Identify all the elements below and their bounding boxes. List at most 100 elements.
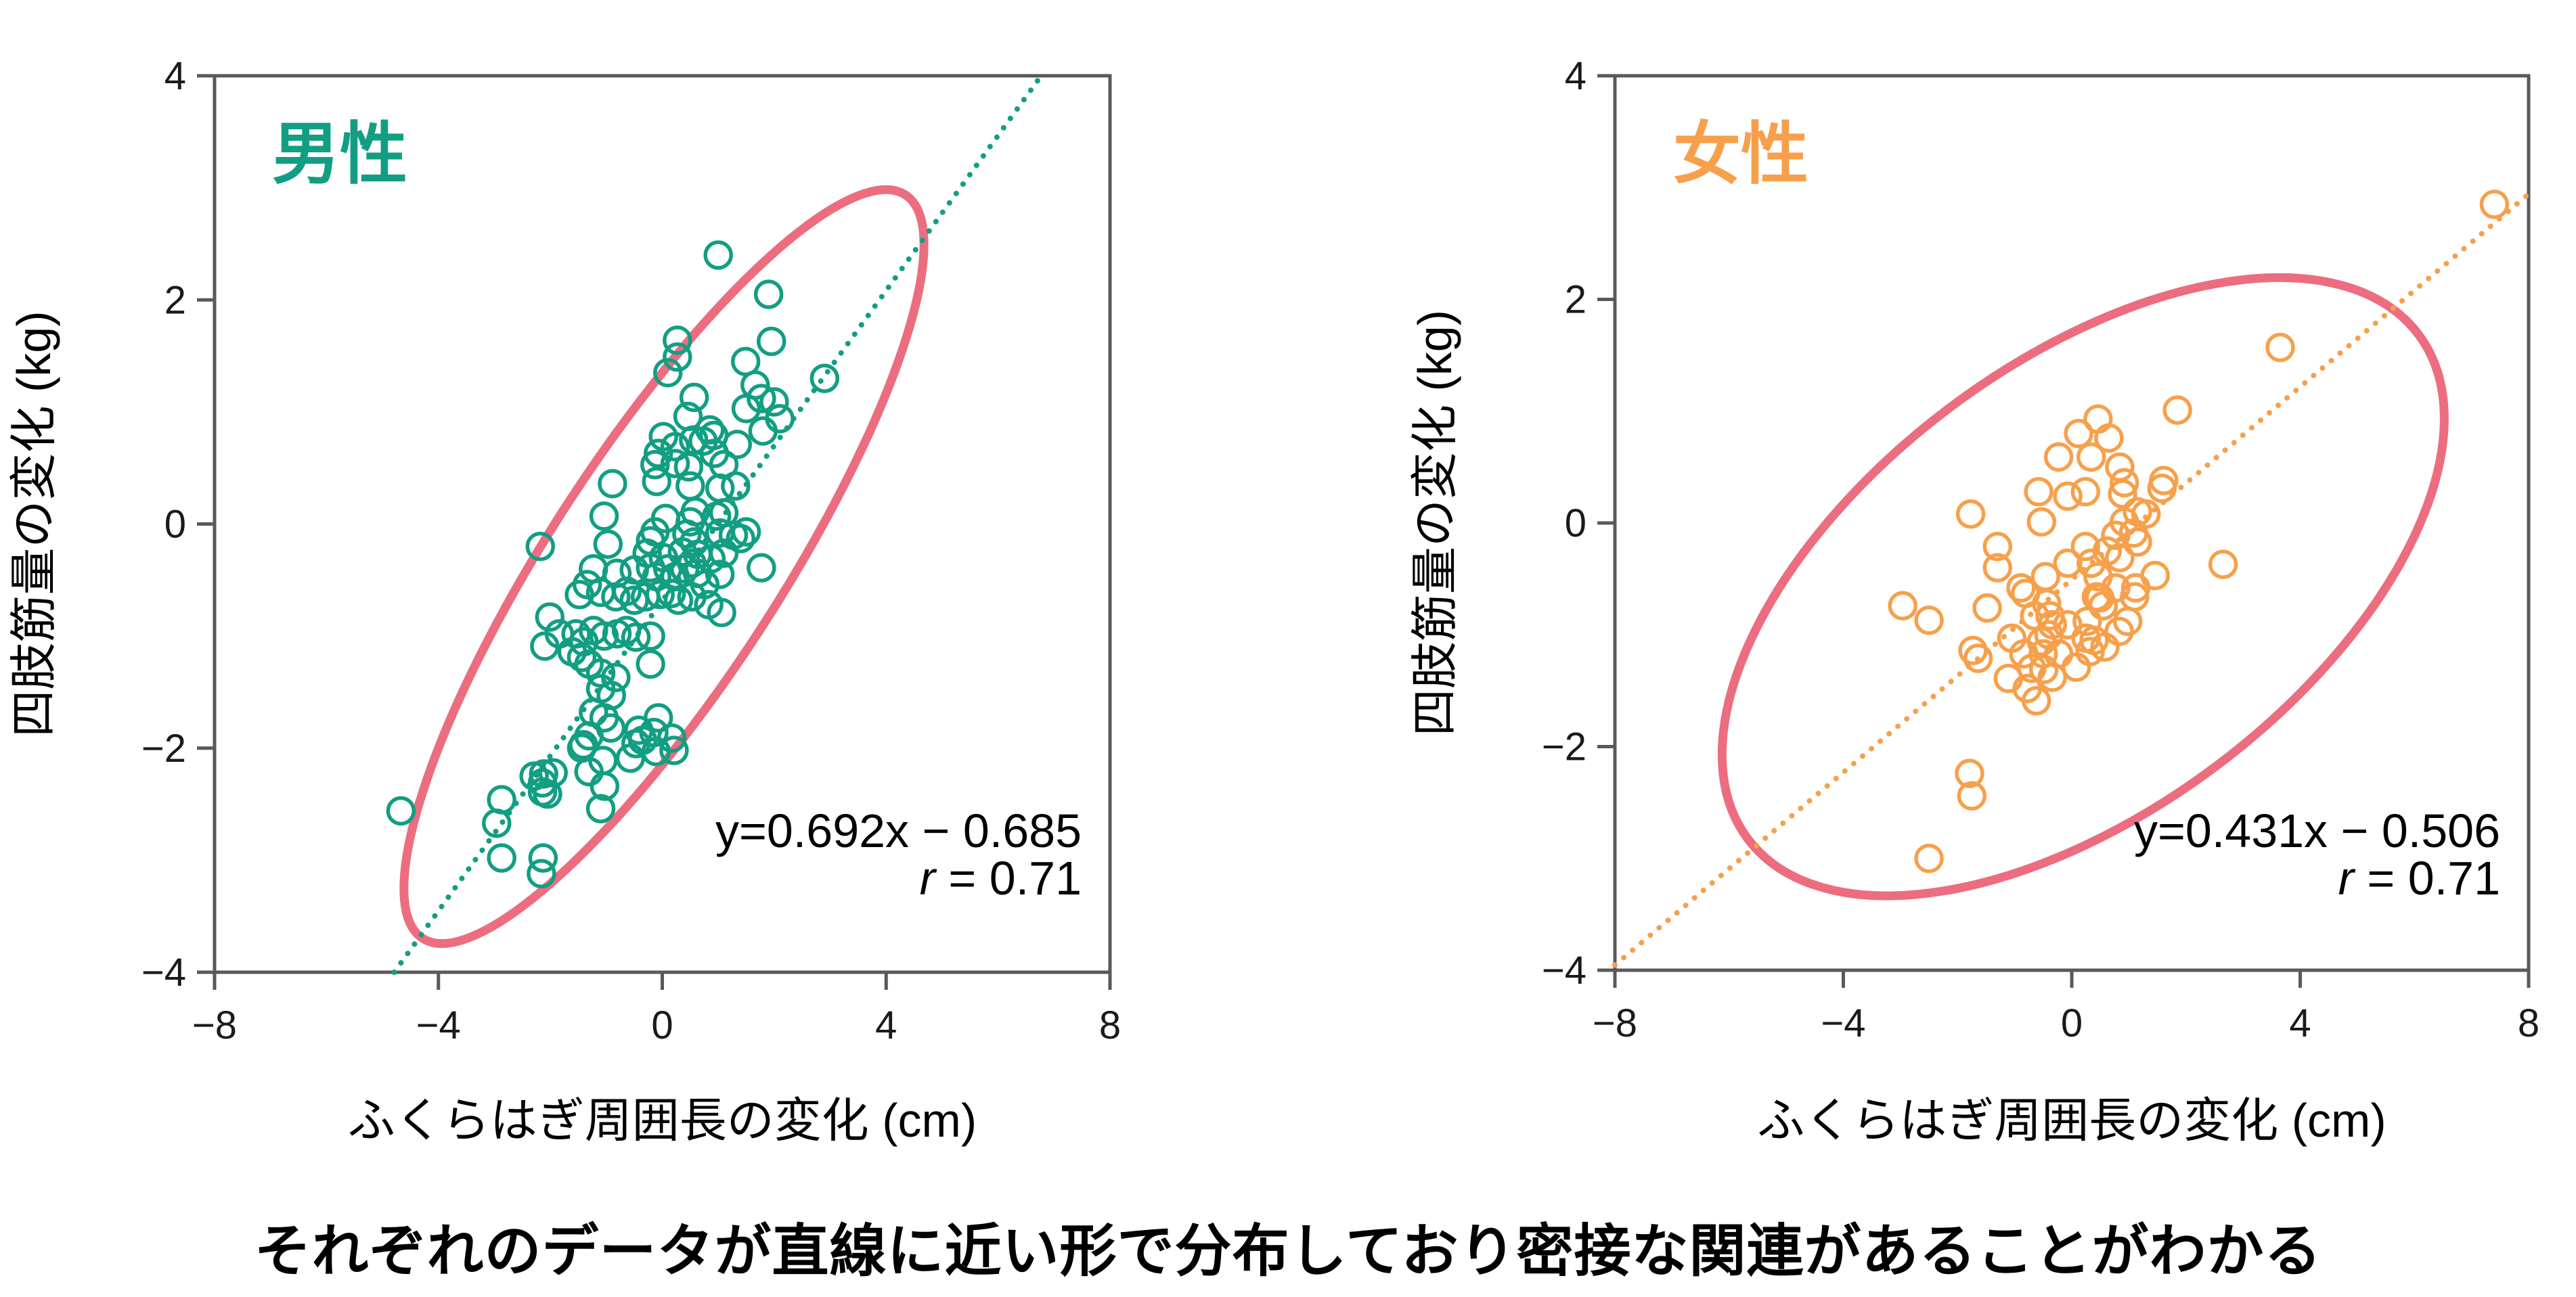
male-panel-title: 男性	[272, 116, 407, 192]
female-x-axis-label: ふくらはぎ周囲長の変化 (cm)	[1757, 1094, 2386, 1147]
male-data-point	[731, 517, 761, 547]
male-y-tick-label: −2	[141, 727, 186, 771]
female-x-tick-label: −4	[1821, 1001, 1865, 1045]
male-data-point	[598, 469, 627, 499]
female-equation-label: y=0.431x − 0.506	[2134, 804, 2500, 857]
female-data-point	[2070, 531, 2100, 562]
female-data-point	[2070, 476, 2100, 507]
male-data-point	[656, 578, 686, 608]
male-data-point	[705, 560, 735, 589]
male-data-point	[663, 342, 692, 372]
male-data-point	[589, 501, 619, 531]
female-data-point	[2088, 591, 2118, 621]
male-data-point	[677, 582, 707, 612]
female-trend-line	[1612, 191, 2531, 968]
female-data-point	[2072, 606, 2102, 637]
female-data-point	[1914, 844, 1944, 873]
female-data-point	[2094, 423, 2124, 453]
male-data-point	[659, 735, 689, 765]
female-y-tick-label: −2	[1542, 725, 1586, 769]
male-data-point	[747, 384, 776, 413]
male-data-point	[709, 538, 739, 568]
male-data-point	[529, 759, 558, 789]
male-data-point	[481, 808, 512, 838]
female-data-point	[1888, 591, 1917, 621]
male-data-point	[564, 580, 594, 610]
male-data-point	[636, 621, 665, 651]
male-data-point	[679, 382, 709, 413]
male-data-point	[535, 602, 565, 632]
female-r-symbol: r	[2338, 852, 2356, 905]
female-data-point	[1982, 531, 2013, 562]
male-data-point	[660, 449, 690, 478]
male-x-tick-label: −8	[192, 1003, 237, 1047]
male-data-point	[640, 449, 670, 480]
male-data-point	[759, 387, 789, 417]
male-data-point	[567, 733, 597, 763]
male-x-tick-label: 4	[875, 1003, 897, 1047]
male-data-point	[679, 425, 709, 455]
female-data-point	[2043, 442, 2074, 472]
male-data-point	[612, 576, 642, 606]
female-x-tick-label: 0	[2061, 1001, 2083, 1045]
female-r-value-label: r = 0.71	[2338, 852, 2500, 905]
male-data-point	[636, 649, 665, 679]
male-data-point	[731, 394, 761, 424]
male-x-tick-label: 0	[651, 1003, 673, 1047]
male-r-symbol: r	[920, 852, 937, 905]
male-data-point	[386, 796, 416, 826]
female-data-point	[2104, 616, 2134, 647]
female-x-tick-label: −8	[1593, 1001, 1637, 1045]
female-data-point	[2071, 623, 2101, 653]
female-data-point	[2076, 442, 2106, 472]
male-data-point	[487, 843, 516, 873]
female-data-point	[2265, 332, 2295, 363]
female-y-axis-label: 四肢筋量の変化 (kg)	[1408, 310, 1461, 736]
female-correlation-ellipse	[1717, 273, 2449, 901]
male-data-point	[527, 859, 556, 888]
male-data-point	[593, 529, 623, 560]
female-data-point	[2109, 468, 2139, 498]
male-data-point	[688, 426, 718, 456]
male-data-point	[663, 585, 694, 615]
female-data-point	[2208, 549, 2238, 579]
female-y-tick-label: 4	[1565, 54, 1586, 98]
male-y-tick-label: 4	[164, 54, 186, 98]
male-data-point	[590, 771, 620, 801]
male-data-point	[669, 554, 700, 584]
female-data-point	[1957, 781, 1987, 811]
female-data-point	[2032, 589, 2062, 618]
male-data-point	[747, 553, 776, 583]
male-x-tick-label: 8	[1099, 1003, 1121, 1047]
female-data-point	[2006, 573, 2036, 603]
male-data-point	[528, 843, 558, 873]
male-data-point	[722, 430, 753, 459]
female-data-point	[1955, 499, 1986, 529]
male-data-point	[663, 325, 692, 355]
female-y-tick-label: −4	[1542, 949, 1586, 993]
female-panel-title: 女性	[1673, 116, 1808, 192]
female-data-point	[2017, 654, 2047, 683]
female-data-point	[2108, 479, 2137, 509]
male-data-point	[660, 432, 690, 461]
male-x-tick-label: −4	[416, 1003, 461, 1047]
female-data-point	[2053, 481, 2083, 511]
male-data-point	[809, 363, 840, 393]
male-data-point	[533, 779, 562, 809]
figure-caption: それぞれのデータが直線に近い形で分布しており密接な関連があることがわかる	[254, 1219, 2322, 1283]
female-data-point	[1997, 623, 2027, 653]
male-data-point	[530, 631, 560, 661]
male-equation-label: y=0.692x − 0.685	[715, 804, 1082, 857]
female-data-point	[1914, 606, 1944, 635]
female-data-point	[2064, 419, 2093, 449]
male-data-point	[487, 785, 516, 815]
male-data-point	[673, 452, 704, 482]
male-data-point	[645, 580, 675, 610]
female-data-point	[2123, 527, 2152, 557]
female-data-point	[2053, 548, 2083, 578]
female-data-point	[2034, 620, 2064, 650]
male-data-point	[621, 729, 651, 758]
male-data-point	[753, 279, 784, 309]
male-data-point	[567, 642, 597, 673]
male-r-value-label: r = 0.71	[920, 852, 1082, 905]
